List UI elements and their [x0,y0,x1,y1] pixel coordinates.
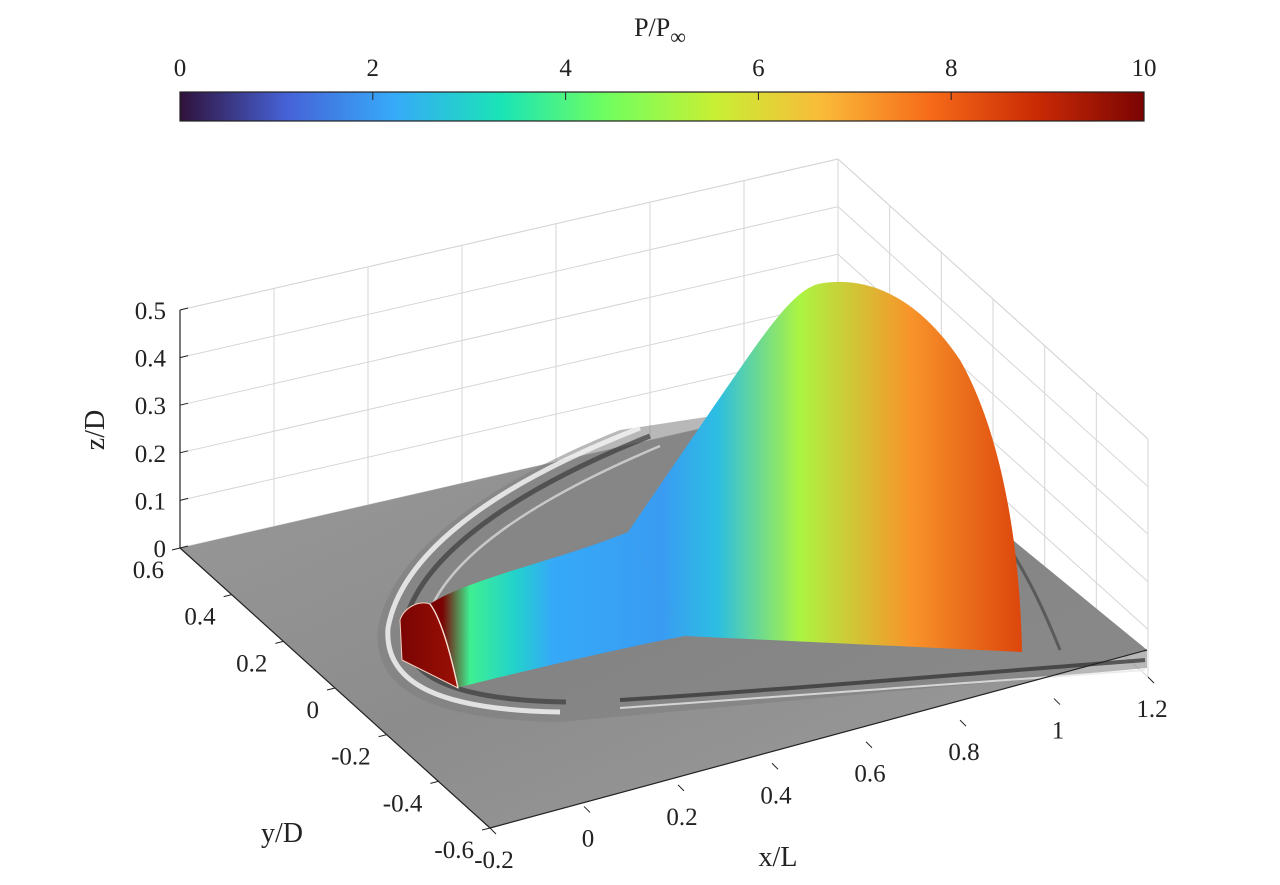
z-tick-label: 0.2 [135,441,166,468]
z-tick-mark [179,545,189,549]
y-tick-mark [223,594,232,598]
x-tick-mark [583,806,591,813]
z-tick-mark [179,450,189,454]
x-axis-label: x/L [759,842,798,873]
z-tick-mark [179,355,189,359]
grid-line [179,348,839,501]
y-tick-label: -0.4 [383,790,423,817]
body-surface [399,281,1022,689]
colorbar-tick-label: 4 [559,55,572,82]
grid-line [837,206,1149,487]
grid-line [179,301,839,454]
grid-line [179,206,839,359]
z-axis-label: z/D [80,410,111,450]
x-tick-mark [959,719,967,727]
y-tick-label: 0 [307,697,320,724]
colorbar-tick-label: 10 [1132,55,1157,82]
colorbar-tick-label: 8 [945,55,958,82]
colorbar-ticks: 0 2 4 6 8 10 [174,55,1157,100]
y-tick-mark [481,827,491,831]
colorbar: P/P∞ 0 2 4 6 8 10 [174,13,1157,122]
x-tick-mark [489,827,497,835]
y-tick-label: 0.6 [133,557,164,584]
z-tick-label: 0.1 [135,488,166,515]
x-tick-label: 0 [582,825,595,852]
x-tick-label: 1 [1052,718,1065,745]
z-tick-mark [179,497,189,501]
x-tick-mark [865,741,873,749]
z-tick-mark [179,307,189,311]
plot-3d: 00.10.20.30.40.5 -0.6-0.4-0.200.20.40.6 … [80,158,1168,874]
x-tick-label: 0.4 [760,782,792,809]
z-tick-label: 0.5 [135,298,166,325]
x-axis-ticks: -0.2 0 0.2 0.4 0.6 0.8 1 1.2 [474,676,1168,874]
y-tick-mark [326,687,336,691]
x-tick-label: 0.8 [948,739,979,766]
conical-afterbody [628,281,1022,652]
x-tick-mark [677,784,685,792]
y-axis-ticks: -0.6 -0.4 -0.2 0 0.2 0.4 0.6 [133,547,491,864]
y-tick-mark [275,640,284,644]
colorbar-gradient [179,91,1145,122]
colorbar-tick-label: 2 [367,55,380,82]
y-axis-label: y/D [261,818,303,849]
grid-line [179,253,839,406]
y-tick-mark [378,734,387,738]
x-tick-mark [1147,676,1155,684]
y-tick-mark [171,547,181,551]
grid-line [179,158,839,311]
y-tick-label: 0.4 [184,604,216,631]
y-tick-label: 0.2 [236,650,267,677]
z-axis-ticks: 0 0.1 0.2 0.3 0.4 0.5 [135,298,189,563]
colorbar-title: P/P∞ [634,13,686,49]
z-tick-label: 0 [154,536,167,563]
z-tick-label: 0.4 [135,346,167,373]
y-tick-label: -0.6 [434,837,474,864]
y-tick-label: -0.2 [331,744,371,771]
x-tick-label: 1.2 [1136,696,1167,723]
grid-line [837,158,1149,440]
z-tick-label: 0.3 [135,393,166,420]
colorbar-tick-label: 6 [752,55,765,82]
x-tick-label: -0.2 [474,847,514,874]
z-tick-mark [179,402,189,406]
cylindrical-forebody [430,532,685,688]
x-tick-mark [1053,698,1061,705]
x-tick-mark [771,762,779,770]
x-tick-label: 0.6 [854,761,885,788]
y-tick-mark [430,780,439,784]
x-tick-label: 0.2 [666,804,697,831]
colorbar-tick-label: 0 [174,55,187,82]
